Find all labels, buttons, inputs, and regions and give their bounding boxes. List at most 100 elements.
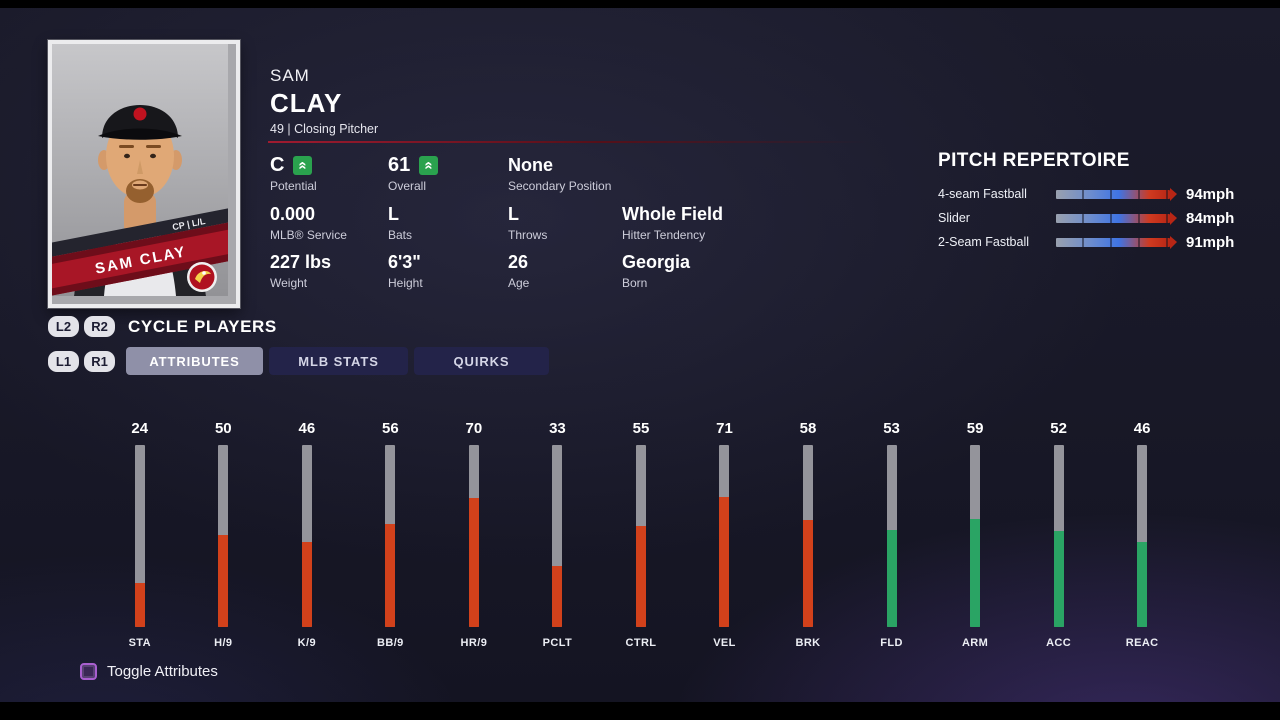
potential-grade: C [270, 154, 285, 176]
attribute-bar-fill [1137, 542, 1148, 627]
hitter-tendency-value: Whole Field [622, 204, 723, 224]
info-mlb-service: 0.000 MLB® Service [270, 203, 347, 242]
attribute-column: 71 VEL [683, 420, 767, 649]
pitch-name: 2-Seam Fastball [938, 235, 1030, 249]
pitch-speed: 91mph [1186, 233, 1235, 251]
attribute-label: STA [128, 637, 151, 649]
attribute-bar-fill [719, 496, 730, 627]
attribute-bar-fill [301, 542, 312, 627]
team-logo-icon [187, 262, 217, 292]
weight-value: 227 lbs [270, 252, 332, 272]
pitch-row: 2-Seam Fastball 91mph [938, 230, 1248, 254]
r1-button[interactable]: R1 [84, 350, 115, 372]
toggle-attributes-hint: Toggle Attributes [80, 663, 218, 680]
attribute-bar [970, 445, 981, 627]
tab-quirks[interactable]: QUIRKS [414, 347, 549, 375]
attribute-value: 71 [716, 420, 733, 437]
attribute-column: 70 HR/9 [432, 420, 516, 649]
pitch-repertoire-section: PITCH REPERTOIRE 4-seam Fastball 94mph S… [938, 150, 1248, 254]
attribute-value: 52 [1050, 420, 1067, 437]
weight-label: Weight [270, 276, 308, 290]
attribute-bar [1137, 445, 1148, 627]
attribute-value: 50 [214, 420, 232, 437]
info-throws: L Throws [508, 203, 547, 242]
tabs-row: L1 R1 ATTRIBUTES MLB STATS QUIRKS [48, 347, 549, 375]
attribute-bar-fill [635, 525, 646, 627]
attribute-label: K/9 [297, 637, 316, 649]
attribute-column: 46 REAC [1100, 420, 1184, 649]
cycle-players-label: CYCLE PLAYERS [128, 316, 277, 336]
info-overall: 61 « Overall [388, 154, 439, 193]
pitch-speed: 84mph [1186, 209, 1235, 227]
pitch-velocity-bar [1056, 235, 1177, 249]
attribute-column: 55 CTRL [599, 420, 683, 649]
letterbox-bottom [0, 702, 1280, 720]
pitch-row: Slider 84mph [938, 206, 1248, 230]
overall-trend-up-icon: « [419, 155, 439, 175]
attribute-bar-fill [886, 529, 897, 627]
pitch-name: 4-seam Fastball [938, 187, 1027, 201]
tab-attributes[interactable]: ATTRIBUTES [126, 347, 263, 375]
secondary-position-value: None [508, 155, 553, 175]
potential-trend-up-icon: « [293, 155, 313, 175]
l2-button[interactable]: L2 [48, 316, 79, 337]
attribute-label: CTRL [625, 637, 657, 649]
bats-label: Bats [388, 228, 413, 242]
attribute-bar-fill [468, 498, 479, 627]
attribute-value: 55 [632, 420, 650, 437]
age-label: Age [508, 276, 530, 290]
throws-label: Throws [508, 228, 548, 242]
info-hitter-tendency: Whole Field Hitter Tendency [622, 203, 723, 242]
pitch-repertoire-title: PITCH REPERTOIRE [938, 150, 1130, 171]
attribute-label: ARM [961, 637, 989, 649]
player-last-name: CLAY [270, 88, 343, 118]
overall-rating: 61 [388, 154, 411, 176]
attribute-value: 59 [966, 420, 984, 437]
cap-logo-icon [133, 107, 147, 121]
attribute-value: 53 [883, 420, 900, 437]
attribute-value: 56 [382, 420, 399, 437]
attribute-column: 58 BRK [766, 420, 850, 649]
r2-button[interactable]: R2 [84, 316, 115, 337]
info-height: 6'3" Height [388, 251, 423, 290]
attribute-bar [385, 445, 396, 627]
info-born: Georgia Born [622, 251, 690, 290]
attribute-bar [803, 445, 814, 627]
attribute-bar-fill [552, 566, 563, 627]
tab-mlb-stats[interactable]: MLB STATS [269, 347, 408, 375]
attribute-label: FLD [880, 637, 903, 649]
l1-button[interactable]: L1 [48, 350, 79, 372]
attribute-value: 46 [298, 420, 316, 437]
hitter-tendency-label: Hitter Tendency [622, 228, 706, 242]
attribute-column: 46 K/9 [265, 420, 349, 649]
player-first-name: SAM [270, 66, 310, 85]
player-number-position: 49 | Closing Pitcher [270, 122, 379, 136]
attribute-bar [552, 445, 563, 627]
pitch-velocity-bar [1056, 211, 1177, 225]
attribute-label: BRK [795, 637, 821, 649]
attribute-column: 59 ARM [933, 420, 1017, 649]
attribute-label: REAC [1125, 637, 1159, 649]
attribute-column: 53 FLD [850, 420, 934, 649]
square-button-icon[interactable] [80, 663, 97, 680]
attribute-bar-fill [1053, 531, 1064, 627]
overall-label: Overall [388, 179, 427, 193]
info-bats: L Bats [388, 203, 412, 242]
mlb-service-label: MLB® Service [270, 228, 347, 242]
attribute-bar [635, 445, 646, 627]
attribute-bar-fill [970, 518, 981, 627]
attribute-value: 24 [131, 420, 149, 437]
attribute-bar-fill [385, 524, 396, 627]
attribute-value: 46 [1133, 420, 1151, 437]
attribute-label: H/9 [214, 637, 233, 649]
attribute-label: BB/9 [377, 637, 404, 649]
attribute-column: 33 PCLT [516, 420, 600, 649]
toggle-attributes-label: Toggle Attributes [107, 663, 218, 680]
attribute-bar [719, 445, 730, 627]
info-age: 26 Age [508, 251, 529, 290]
attributes-panel: 24 STA 50 H/9 46 K/9 56 BB/9 70 HR/9 33 … [98, 420, 1184, 649]
attribute-column: 50 H/9 [182, 420, 266, 649]
attribute-label: ACC [1046, 637, 1072, 649]
attribute-bar [886, 445, 897, 627]
